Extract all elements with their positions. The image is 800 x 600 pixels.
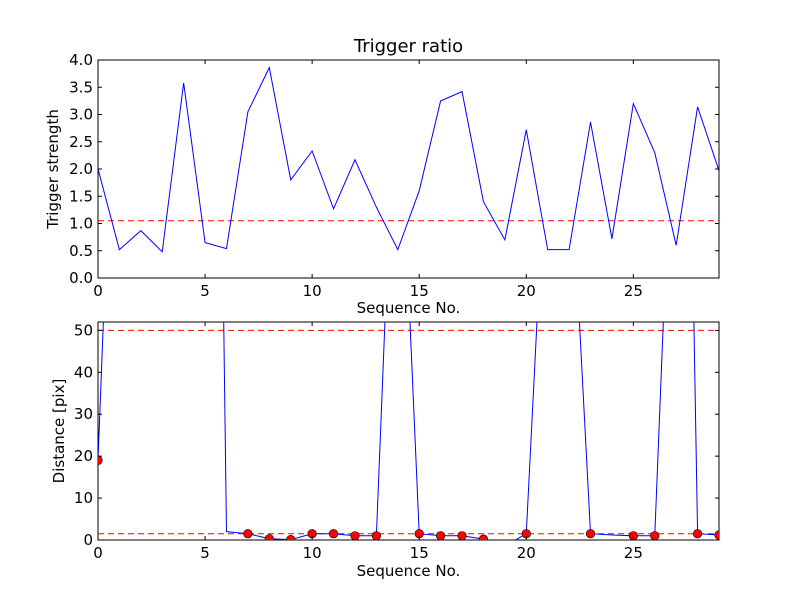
bottom-data-point-2: [264, 534, 274, 540]
top-y-axis-label: Trigger strength: [44, 109, 62, 230]
bottom-x-tick-label-1: 5: [200, 544, 210, 562]
bottom-y-tick-label-5: 50: [74, 321, 93, 339]
bottom-data-point-14: [628, 531, 638, 540]
top-series-group: [98, 66, 719, 253]
bottom-data-point-13: [585, 529, 596, 539]
top-y-tick-label-0: 0.0: [69, 269, 93, 287]
bottom-y-axis-label: Distance [pix]: [50, 379, 68, 484]
bottom-x-tick-label-4: 20: [517, 544, 536, 562]
top-y-tick-label-5: 2.5: [69, 133, 93, 151]
bottom-x-tick-label-5: 25: [624, 544, 643, 562]
bottom-data-point-9: [436, 531, 446, 540]
top-y-tick-label-7: 3.5: [69, 78, 93, 96]
bottom-x-tick-label-3: 15: [410, 544, 429, 562]
top-chart: Trigger ratio 0 5 10 15 20 25 0.0 0.5 1.0 1.5 2.0 2…: [44, 36, 720, 317]
bottom-data-point-1: [243, 529, 253, 539]
top-x-tick-label-3: 15: [410, 282, 429, 300]
top-y-tick-label-1: 0.5: [69, 242, 93, 260]
bottom-axes-frame: [97, 321, 720, 541]
bottom-y-tick-label-3: 30: [74, 405, 93, 423]
top-axes-frame: [97, 59, 720, 279]
top-series-line-0: [98, 66, 719, 253]
top-y-tick-label-3: 1.5: [69, 187, 93, 205]
bottom-data-point-0: [98, 455, 103, 465]
top-x-tick-label-4: 20: [517, 282, 536, 300]
top-x-tick-label-1: 5: [200, 282, 210, 300]
bottom-data-point-10: [457, 531, 467, 540]
bottom-data-point-5: [328, 529, 339, 539]
bottom-x-tick-label-2: 10: [303, 544, 322, 562]
top-chart-title: Trigger ratio: [353, 36, 463, 57]
bottom-plot-area: 0 5 10 15 20 25 0 10 20 30 40 50: [74, 321, 720, 562]
top-x-tick-label-2: 10: [303, 282, 322, 300]
top-x-tick-label-5: 25: [624, 282, 643, 300]
bottom-y-tick-label-1: 10: [74, 489, 93, 507]
bottom-chart: 0 5 10 15 20 25 0 10 20 30 40 50 Sequence No. Dista…: [50, 321, 720, 580]
bottom-series-group: [98, 322, 719, 540]
bottom-data-point-17: [714, 530, 719, 540]
top-y-tick-label-2: 1.0: [69, 215, 93, 233]
top-y-tick-label-8: 4.0: [69, 51, 93, 69]
bottom-data-point-15: [650, 531, 660, 540]
bottom-y-tick-label-4: 40: [74, 363, 93, 381]
bottom-data-point-7: [371, 531, 381, 540]
top-y-tick-label-4: 2.0: [69, 160, 93, 178]
bottom-data-point-3: [286, 534, 296, 540]
top-plot-area: 0 5 10 15 20 25 0.0 0.5 1.0 1.5 2.0 2.5 3.0 3.5 4.0: [69, 51, 720, 300]
bottom-data-point-16: [692, 529, 703, 539]
bottom-data-point-6: [350, 531, 360, 540]
bottom-x-tick-label-0: 0: [93, 544, 103, 562]
top-y-tick-label-6: 3.0: [69, 106, 93, 124]
top-x-tick-label-0: 0: [93, 282, 103, 300]
bottom-data-point-11: [478, 534, 489, 540]
bottom-y-tick-label-2: 20: [74, 447, 93, 465]
bottom-y-tick-label-0: 0: [83, 531, 93, 549]
bottom-x-axis-label: Sequence No.: [357, 562, 461, 580]
top-x-axis-label: Sequence No.: [357, 299, 461, 317]
